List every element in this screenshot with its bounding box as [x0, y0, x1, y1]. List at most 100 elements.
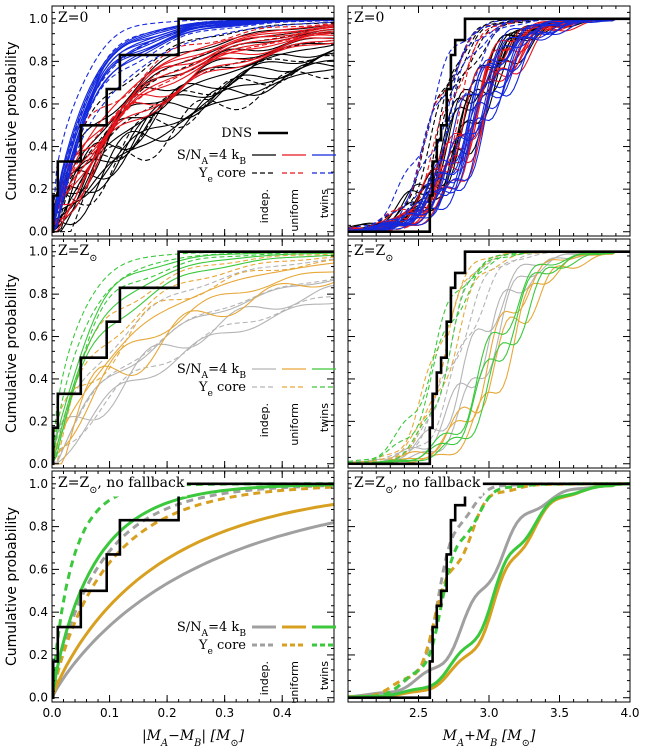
uniform-entropy-curve-0 — [348, 482, 630, 699]
uniform-entropy-curve-1 — [348, 18, 630, 231]
twins-ye-core-curve-0 — [348, 251, 630, 462]
panel-frame — [51, 5, 335, 237]
uniform-entropy-curve-0 — [348, 251, 630, 464]
twins-entropy-curve-9 — [348, 18, 630, 232]
twins-entropy-curve-4 — [348, 18, 630, 231]
indep-ye-core-curve-3 — [348, 18, 630, 232]
indep-ye-core-curve-1 — [52, 28, 334, 232]
indep-ye-core-curve-1 — [52, 278, 334, 465]
indep-ye-core-curve-1 — [348, 18, 630, 231]
twins-ye-core-curve-1 — [348, 18, 630, 231]
dns-step-curve — [348, 482, 630, 700]
panel-title: Z=Z⊙, no fallback — [56, 474, 187, 497]
twins-ye-core-curve-0 — [348, 18, 630, 230]
uniform-entropy-curve-3 — [348, 18, 630, 232]
uniform-entropy-curve-0 — [348, 18, 630, 232]
panel-title: Z=Z⊙ — [56, 242, 100, 265]
indep-ye-core-curve-0 — [52, 258, 334, 464]
panel-frame — [347, 238, 631, 469]
legend-sn-label: S/NA=4 kB — [177, 148, 246, 167]
indep-entropy-curve-9 — [52, 49, 334, 232]
legend-sn-label: S/NA=4 kB — [177, 620, 246, 639]
uniform-entropy-curve-2 — [52, 26, 334, 232]
indep-ye-core-curve-2 — [348, 18, 630, 233]
indep-entropy-curve-2 — [52, 302, 334, 465]
title-bg — [352, 9, 387, 27]
twins-ye-core-curve-2 — [52, 18, 334, 232]
y-tick-label: 0.4 — [29, 605, 48, 619]
twins-entropy-curve-7 — [348, 18, 630, 232]
y-axis-label: Cumulative probability — [4, 274, 20, 433]
twins-entropy-curve-3 — [348, 18, 630, 232]
panel-title-text: Z=0 — [354, 10, 384, 26]
panel-title: Z=Z⊙ — [352, 242, 396, 265]
twins-ye-core-curve-3 — [52, 20, 334, 233]
indep-ye-core-curve-5 — [52, 70, 334, 233]
twins-entropy-curve-11 — [52, 19, 334, 232]
uniform-ye-core-curve-2 — [52, 31, 334, 232]
title-bg — [56, 474, 187, 497]
twins-entropy-curve-2 — [348, 18, 630, 232]
uniform-ye-core-curve-0 — [52, 253, 334, 465]
plot-area — [348, 250, 630, 466]
y-tick-label: 0.0 — [29, 225, 48, 239]
x-tick-label: 3.0 — [479, 706, 498, 720]
uniform-entropy-curve-4 — [348, 18, 630, 231]
x-tick-label: 0.2 — [158, 706, 177, 720]
x-tick-label: 0.3 — [215, 706, 234, 720]
panel-right-row2: 2.5 3.0 3.5 4.0 Z=Z⊙, no fallback — [347, 470, 640, 720]
panel-frame — [51, 470, 335, 703]
legend-ye-label: Ye core — [198, 638, 246, 657]
y-tick-label: 0.8 — [29, 54, 48, 68]
y-tick-label: 0.2 — [29, 648, 48, 662]
uniform-ye-core-curve-0 — [348, 482, 630, 699]
twins-ye-core-curve-2 — [348, 18, 630, 232]
uniform-entropy-curve-8 — [52, 40, 334, 233]
twins-ye-core-curve-0 — [52, 482, 334, 698]
panel-left-row2: 0.0 0.2 0.4 0.6 0.8 1.0 0.0 0.1 0.2 0.3 0.4 Z=Z⊙, n… — [29, 470, 336, 720]
y-tick-label: 1.0 — [29, 12, 48, 26]
twins-ye-core-curve-3 — [348, 18, 630, 232]
twins-ye-core-curve-2 — [52, 251, 334, 465]
indep-entropy-curve-1 — [348, 18, 630, 230]
y-tick-label: 0.2 — [29, 182, 48, 196]
x-axis-label-right: MA+MB [M⊙] — [442, 728, 536, 749]
twins-entropy-curve-8 — [348, 18, 630, 232]
panel-right-row1: Z=Z⊙ — [347, 238, 631, 469]
panel-right-row0: Z=0 — [347, 5, 631, 237]
uniform-entropy-curve-7 — [348, 18, 630, 230]
panel-title-text: Z=Z⊙ — [58, 243, 97, 264]
twins-entropy-curve-0 — [348, 18, 630, 232]
y-tick-label: 0.4 — [29, 372, 48, 386]
x-axis-label-left: |MA−MB| [M⊙] — [142, 728, 245, 749]
plot-area — [52, 17, 334, 234]
indep-ye-core-curve-1 — [348, 251, 630, 464]
y-tick-label: 1.0 — [29, 477, 48, 491]
panel-title-text: Z=0 — [58, 10, 88, 26]
twins-entropy-curve-10 — [348, 18, 630, 232]
twins-entropy-curve-2 — [348, 251, 630, 465]
twins-entropy-curve-6 — [348, 18, 630, 231]
title-bg — [352, 242, 396, 265]
legend-col-2: twins — [318, 403, 331, 432]
uniform-entropy-curve-1 — [348, 251, 630, 464]
panel-title: Z=0 — [352, 9, 387, 27]
dns-step-curve — [52, 17, 334, 234]
panel-frame — [51, 238, 335, 469]
indep-ye-core-curve-0 — [348, 482, 630, 699]
y-tick-label: 0.0 — [29, 457, 48, 471]
x-tick-label: 0.4 — [273, 706, 292, 720]
y-tick-label: 0.6 — [29, 562, 48, 576]
uniform-entropy-curve-1 — [52, 271, 334, 465]
legend-sn-label: S/NA=4 kB — [177, 362, 246, 381]
twins-ye-core-curve-0 — [348, 482, 630, 699]
y-tick-label: 0.2 — [29, 414, 48, 428]
y-tick-label: 1.0 — [29, 245, 48, 259]
title-bg — [56, 242, 100, 265]
indep-ye-core-curve-4 — [348, 18, 630, 232]
uniform-ye-core-curve-2 — [52, 259, 334, 464]
